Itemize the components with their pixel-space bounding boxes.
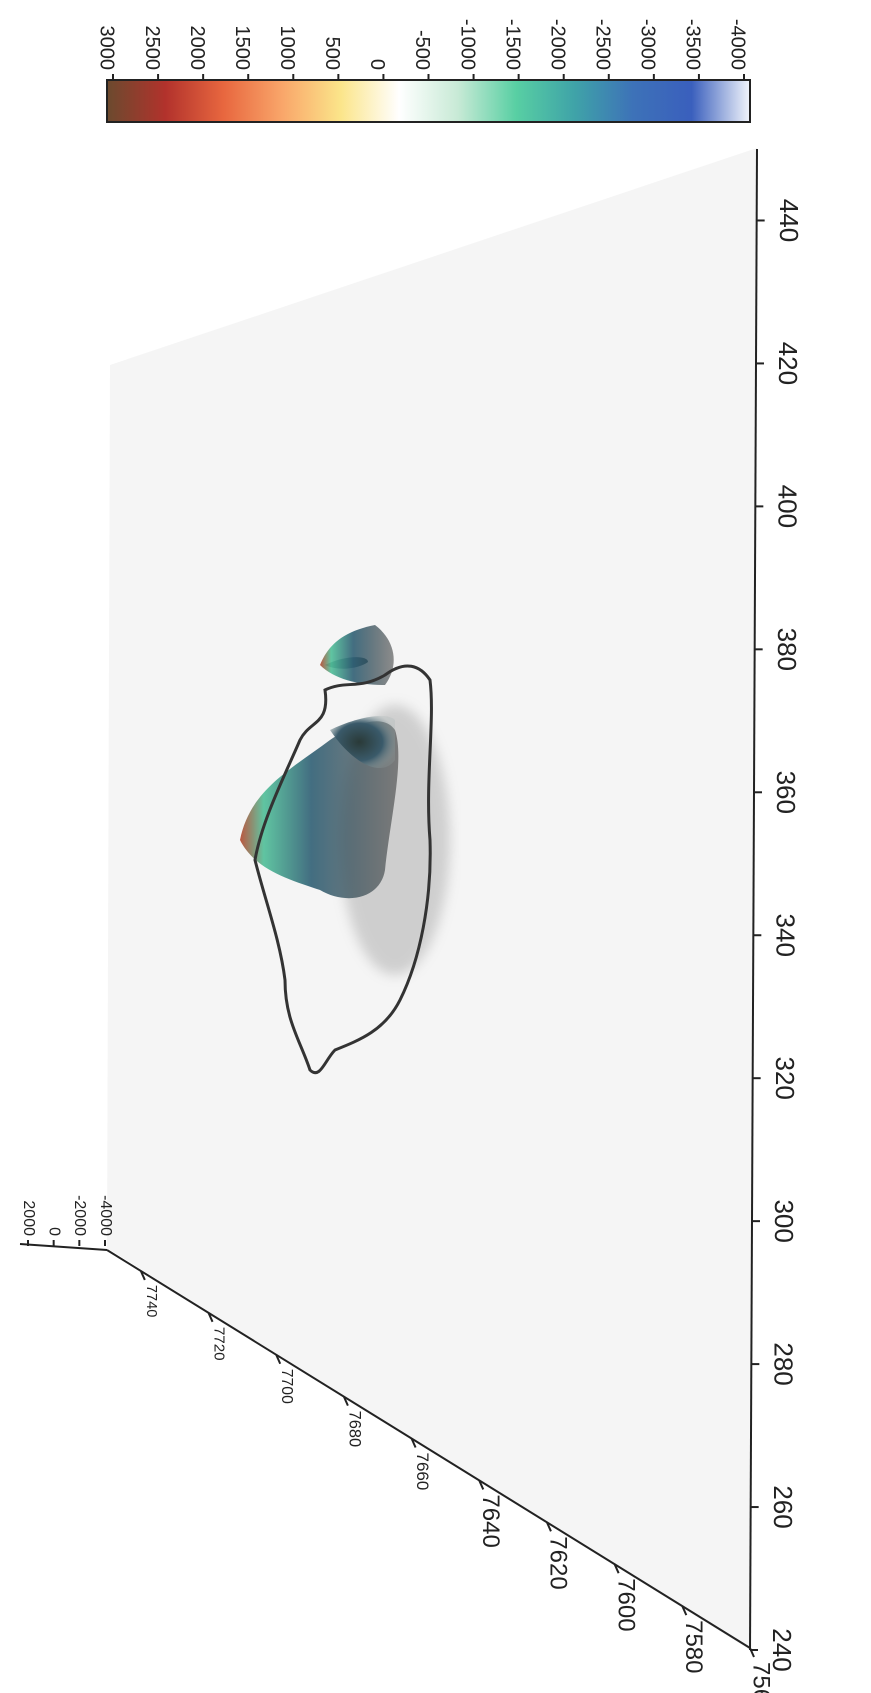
z-axis xyxy=(19,1243,108,1251)
x-tick-label: 240 xyxy=(767,1628,797,1671)
y-tick xyxy=(749,1647,755,1658)
colorbar-tick-label: -2000 xyxy=(546,19,568,70)
y-tick xyxy=(546,1521,552,1532)
colorbar-tick-label: -1500 xyxy=(501,19,523,70)
y-tick xyxy=(478,1480,485,1490)
colorbar-tick-label: -2500 xyxy=(592,19,614,70)
z-tick-label: -4000 xyxy=(97,1195,114,1236)
y-tick xyxy=(275,1354,282,1365)
y-tick xyxy=(410,1438,417,1448)
z-tick-label: 2000 xyxy=(20,1200,37,1236)
y-tick-label: 7640 xyxy=(477,1494,504,1547)
y-tick-label: 7680 xyxy=(346,1411,364,1447)
colorbar-tick-label: 1000 xyxy=(276,26,298,71)
colorbar-tick-label: -3000 xyxy=(637,19,659,70)
x-tick-label: 380 xyxy=(772,628,802,671)
colorbar-tick-label: 0 xyxy=(366,59,388,70)
y-tick-label: 7700 xyxy=(278,1369,295,1404)
y-tick-label: 7600 xyxy=(612,1578,639,1631)
y-tick xyxy=(613,1563,620,1574)
x-tick-label: 320 xyxy=(770,1056,800,1099)
y-tick-label: 7580 xyxy=(680,1620,707,1673)
y-tick-label: 7720 xyxy=(211,1327,228,1361)
y-axis xyxy=(106,1249,751,1649)
y-tick-label: 7620 xyxy=(545,1536,572,1589)
y-tick-label: 7560 xyxy=(748,1662,775,1693)
colorbar-tick-label: 2000 xyxy=(186,26,208,71)
x-tick-label: 300 xyxy=(769,1199,799,1242)
x-tick-label: 440 xyxy=(774,199,804,242)
y-tick xyxy=(342,1396,349,1407)
y-tick xyxy=(681,1605,688,1616)
y-tick-label: 7740 xyxy=(143,1285,159,1317)
colorbar-tick-label: 2500 xyxy=(141,26,163,71)
island xyxy=(240,625,450,1074)
z-tick-label: 0 xyxy=(45,1227,62,1236)
x-tick-label: 420 xyxy=(773,342,803,385)
z-tick-label: -2000 xyxy=(71,1195,88,1236)
x-tick-label: 260 xyxy=(768,1485,798,1528)
x-tick-label: 340 xyxy=(770,914,800,957)
x-axis xyxy=(749,148,758,1651)
colorbar-tick-label: 500 xyxy=(321,37,343,70)
colorbar xyxy=(106,79,751,123)
colorbar-tick-label: -1000 xyxy=(456,19,478,70)
colorbar-tick-label: -4000 xyxy=(727,19,749,70)
colorbar-tick-label: 3000 xyxy=(96,26,118,71)
x-tick-label: 400 xyxy=(772,485,802,528)
y-tick xyxy=(139,1270,146,1281)
colorbar-tick-label: -500 xyxy=(411,30,433,70)
colorbar-tick-label: 1500 xyxy=(231,25,253,70)
colorbar-tick-label: -3500 xyxy=(682,19,704,70)
x-tick-label: 280 xyxy=(768,1342,798,1385)
y-tick xyxy=(207,1312,214,1323)
x-tick-label: 360 xyxy=(771,771,801,814)
y-tick-label: 7660 xyxy=(413,1453,432,1491)
